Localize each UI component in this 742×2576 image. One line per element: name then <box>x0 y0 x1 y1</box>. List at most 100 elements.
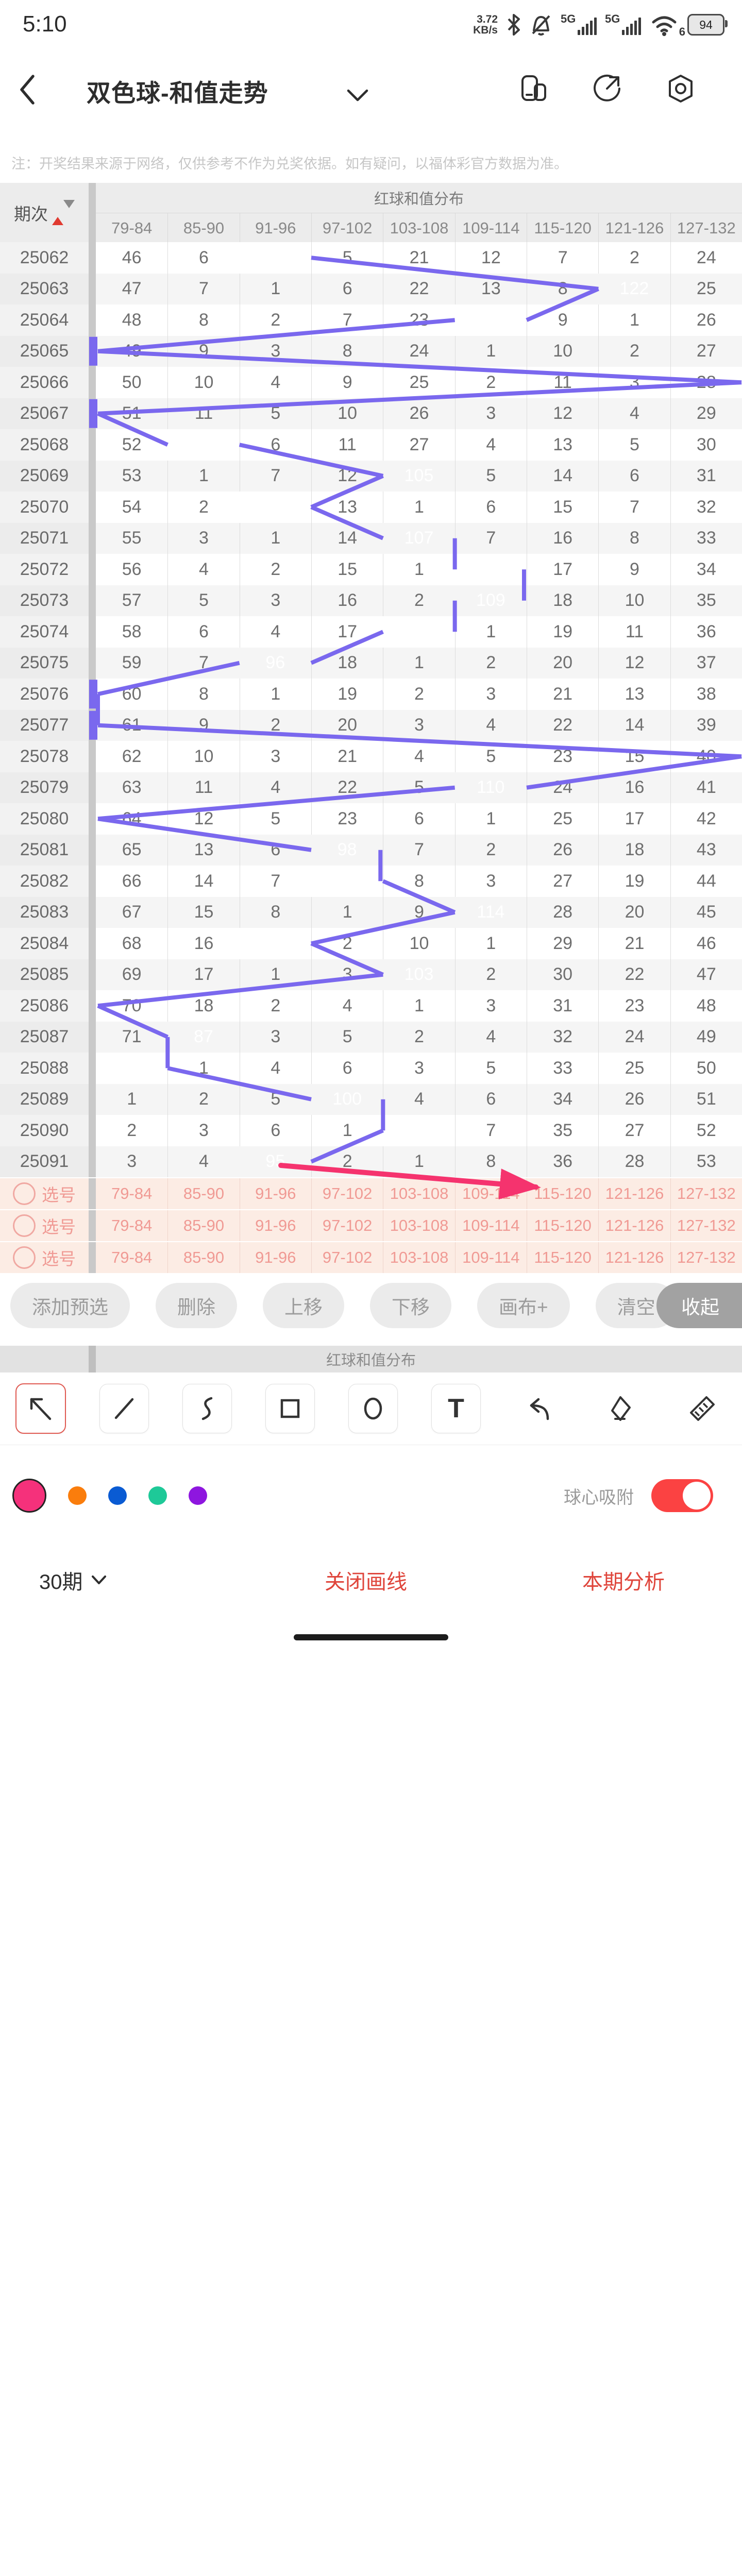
miss-count-cell: 18 <box>598 834 670 866</box>
action-button[interactable]: 删除 <box>156 1283 237 1328</box>
selection-range-option[interactable]: 85-90 <box>167 1178 240 1209</box>
miss-count-cell: 5 <box>311 1021 383 1053</box>
miss-count-cell: 12 <box>167 803 240 835</box>
chevron-down-icon[interactable] <box>346 89 369 106</box>
selection-range-option[interactable]: 85-90 <box>167 1210 240 1241</box>
text-tool[interactable]: T <box>431 1384 481 1433</box>
miss-count-cell: 32 <box>526 1021 599 1053</box>
color-dot[interactable] <box>12 1479 46 1513</box>
selection-range-option[interactable]: 103-108 <box>383 1178 455 1209</box>
miss-count-cell: 21 <box>383 242 455 274</box>
selection-range-option[interactable]: 97-102 <box>311 1178 383 1209</box>
curve-tool[interactable] <box>182 1384 232 1433</box>
miss-count-cell: 9 <box>598 554 670 585</box>
miss-count-cell: 10 <box>311 398 383 429</box>
selection-radio[interactable]: 选号 <box>0 1178 89 1209</box>
circle-tool[interactable] <box>348 1384 398 1433</box>
share-icon[interactable] <box>593 74 622 106</box>
selection-range-option[interactable]: 91-96 <box>239 1210 311 1241</box>
table-row: 25069 53 1 7 12 105 5 14 6 31 <box>0 460 742 492</box>
action-button[interactable]: 下移 <box>370 1283 451 1328</box>
miss-count-cell: 52 <box>96 429 168 461</box>
miss-count-cell: 26 <box>670 304 742 336</box>
period-sort-header[interactable]: 期次 <box>0 183 89 242</box>
selection-range-option[interactable]: 109-114 <box>454 1178 527 1209</box>
selection-radio[interactable]: 选号 <box>0 1242 89 1273</box>
selection-radio[interactable]: 选号 <box>0 1210 89 1241</box>
miss-count-cell: 15 <box>311 554 383 585</box>
selection-range-option[interactable]: 121-126 <box>598 1242 670 1273</box>
line-tool[interactable] <box>99 1384 149 1433</box>
period-label: 25080 <box>0 803 89 835</box>
page-title[interactable]: 双色球-和值走势 <box>87 79 268 107</box>
miss-count-cell: 1 <box>383 554 455 585</box>
action-button[interactable]: 添加预选 <box>10 1283 130 1328</box>
wifi-icon: 6 <box>649 13 685 38</box>
multi-window-icon[interactable] <box>519 74 549 106</box>
sum-value-cell: 109 <box>454 585 527 616</box>
color-dot[interactable] <box>108 1486 127 1505</box>
selection-range-option[interactable]: 91-96 <box>239 1242 311 1273</box>
rectangle-tool[interactable] <box>265 1384 315 1433</box>
app-header: 双色球-和值走势 <box>0 47 742 134</box>
selection-range-option[interactable]: 121-126 <box>598 1178 670 1209</box>
selection-range-option[interactable]: 97-102 <box>311 1210 383 1241</box>
table-row: 25062 46 6 92 5 21 12 7 2 24 <box>0 242 742 274</box>
miss-count-cell: 65 <box>96 834 168 866</box>
collapsed-table-strip[interactable]: 红球和值分布 <box>0 1346 742 1372</box>
selection-range-option[interactable]: 91-96 <box>239 1178 311 1209</box>
close-drawing-button[interactable]: 关闭画线 <box>325 1571 407 1594</box>
action-button[interactable]: 上移 <box>263 1283 344 1328</box>
range-header: 115-120 <box>526 213 598 243</box>
color-dot[interactable] <box>189 1486 207 1505</box>
eraser-icon[interactable] <box>596 1384 645 1433</box>
selection-range-option[interactable]: 103-108 <box>383 1210 455 1241</box>
selection-range-option[interactable]: 103-108 <box>383 1242 455 1273</box>
selection-range-option[interactable]: 109-114 <box>454 1210 527 1241</box>
miss-count-cell: 59 <box>96 647 168 679</box>
selection-range-option[interactable]: 115-120 <box>526 1242 599 1273</box>
selection-range-option[interactable]: 127-132 <box>670 1242 742 1273</box>
column-divider <box>89 959 96 990</box>
miss-count-cell: 36 <box>670 616 742 648</box>
color-palette-bar: 球心吸附 <box>0 1445 742 1546</box>
miss-count-cell: 3 <box>167 1115 240 1146</box>
miss-count-cell: 7 <box>598 492 670 523</box>
selection-range-option[interactable]: 97-102 <box>311 1242 383 1273</box>
selection-range-option[interactable]: 85-90 <box>167 1242 240 1273</box>
selection-range-option[interactable]: 79-84 <box>96 1242 168 1273</box>
action-button[interactable]: 画布+ <box>477 1283 570 1328</box>
color-dot[interactable] <box>68 1486 87 1505</box>
selection-range-option[interactable]: 121-126 <box>598 1210 670 1241</box>
undo-icon[interactable] <box>514 1384 563 1433</box>
selection-range-option[interactable]: 127-132 <box>670 1178 742 1209</box>
select-arrow-tool[interactable] <box>15 1383 66 1434</box>
snap-toggle[interactable] <box>651 1479 713 1512</box>
back-icon[interactable] <box>19 69 49 110</box>
period-label: 25066 <box>0 367 89 398</box>
collapse-button[interactable]: 收起 <box>656 1283 742 1328</box>
miss-count-cell: 19 <box>311 679 383 710</box>
miss-count-cell: 47 <box>96 273 168 304</box>
miss-count-cell: 9 <box>526 304 599 336</box>
selection-range-option[interactable]: 109-114 <box>454 1242 527 1273</box>
range-header-row: 79-84 85-90 91-96 97-102 103-108 109-114 115-1… <box>96 213 742 243</box>
miss-count-cell: 1 <box>454 803 527 835</box>
selection-range-option[interactable]: 115-120 <box>526 1210 599 1241</box>
miss-count-cell: 2 <box>239 554 311 585</box>
color-dot[interactable] <box>148 1486 167 1505</box>
miss-count-cell: 24 <box>526 772 599 803</box>
miss-count-cell: 46 <box>96 242 168 274</box>
drawing-toolbar: T <box>0 1372 742 1445</box>
selection-range-option[interactable]: 127-132 <box>670 1210 742 1241</box>
miss-count-cell: 6 <box>167 616 240 648</box>
current-analysis-button[interactable]: 本期分析 <box>582 1571 665 1594</box>
ruler-icon[interactable] <box>678 1384 727 1433</box>
selection-range-option[interactable]: 79-84 <box>96 1210 168 1241</box>
selection-range-option[interactable]: 79-84 <box>96 1178 168 1209</box>
miss-count-cell: 2 <box>383 585 455 616</box>
period-count-dropdown[interactable]: 30期 <box>39 1565 107 1595</box>
settings-icon[interactable] <box>666 74 696 106</box>
miss-count-cell: 6 <box>239 429 311 461</box>
selection-range-option[interactable]: 115-120 <box>526 1178 599 1209</box>
